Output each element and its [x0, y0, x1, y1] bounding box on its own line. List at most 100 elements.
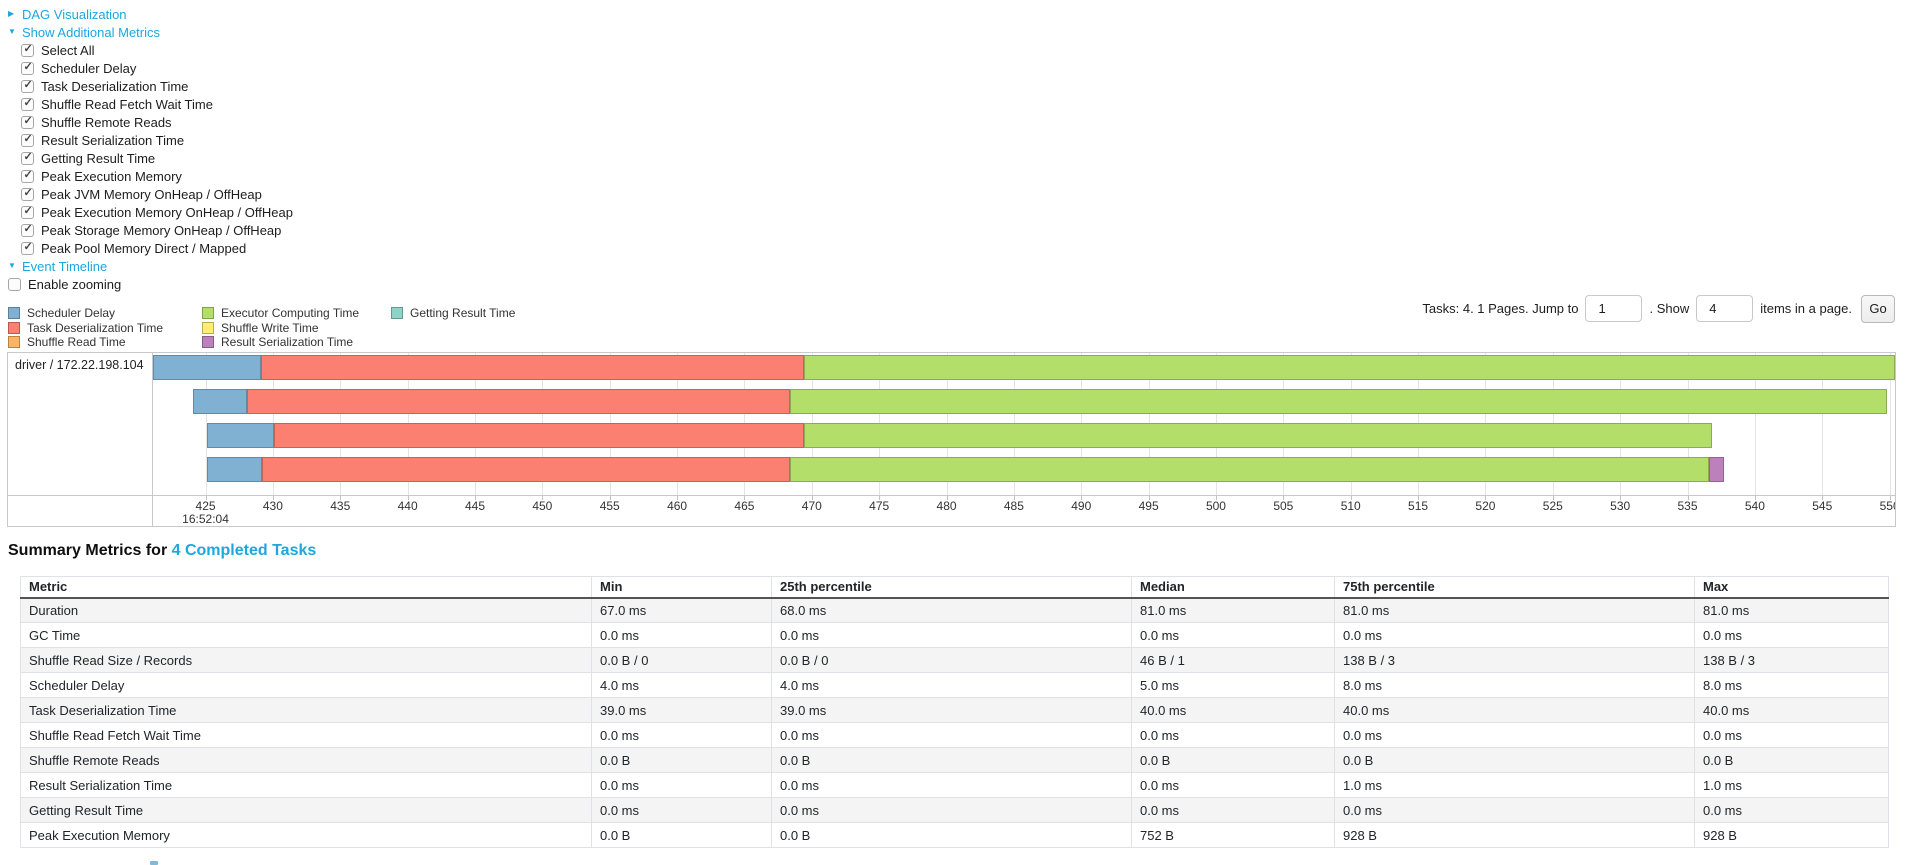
- value-cell: 68.0 ms: [771, 597, 1132, 623]
- enable-zooming-label: Enable zooming: [28, 276, 122, 292]
- value-cell: 4.0 ms: [591, 672, 772, 698]
- axis-tick-label: 520: [1475, 499, 1496, 513]
- table-row: Shuffle Remote Reads 0.0 B 0.0 B 0.0 B 0.0 B…: [20, 747, 1889, 773]
- completed-tasks-link[interactable]: 4 Completed Tasks: [171, 542, 317, 559]
- timeline-bar-segment[interactable]: [790, 389, 1887, 414]
- grid-line: [1822, 353, 1824, 495]
- timeline-bar-segment[interactable]: [193, 389, 248, 414]
- value-cell: 40.0 ms: [1334, 697, 1695, 723]
- dag-visualization-toggle[interactable]: ▶ DAG Visualization: [8, 5, 293, 23]
- metric-cell: Peak Execution Memory: [20, 822, 592, 848]
- metric-cell: Shuffle Read Size / Records: [20, 647, 592, 673]
- value-cell: 39.0 ms: [771, 697, 1132, 723]
- items-per-page-input[interactable]: [1696, 295, 1754, 322]
- timeline-bar-segment[interactable]: [206, 423, 275, 448]
- grid-line: [1889, 353, 1891, 495]
- timeline-plot-area: [153, 353, 1895, 495]
- axis-tick: [609, 496, 611, 500]
- timeline-bar-segment[interactable]: [262, 457, 791, 482]
- timeline-bar-segment[interactable]: [1709, 457, 1724, 482]
- event-timeline-toggle[interactable]: ▼ Event Timeline: [8, 257, 293, 275]
- metric-checkbox[interactable]: [21, 132, 34, 147]
- timeline-bar-segment[interactable]: [153, 355, 261, 380]
- go-button[interactable]: Go: [1861, 294, 1895, 323]
- axis-tick: [1822, 496, 1824, 500]
- metric-checkbox[interactable]: [21, 222, 34, 237]
- metric-checkbox[interactable]: [21, 240, 34, 255]
- metric-checkbox[interactable]: [21, 114, 34, 129]
- axis-tick: [1350, 496, 1352, 500]
- metric-checkbox[interactable]: [21, 42, 34, 57]
- axis-tick-label: 475: [869, 499, 890, 513]
- timeline-bar-segment[interactable]: [803, 355, 1895, 380]
- axis-time-sublabel: 16:52:04: [182, 512, 229, 526]
- value-cell: 81.0 ms: [1694, 597, 1889, 623]
- show-additional-metrics-toggle[interactable]: ▼ Show Additional Metrics: [8, 23, 293, 41]
- axis-tick: [946, 496, 948, 500]
- value-cell: 8.0 ms: [1334, 672, 1695, 698]
- legend-label: Getting Result Time: [410, 306, 516, 321]
- summary-metrics-table: Metric Min 25th percentile Median 75th perce…: [20, 576, 1889, 848]
- value-cell: 752 B: [1131, 822, 1335, 848]
- timeline-bar-segment[interactable]: [803, 423, 1712, 448]
- metric-checkbox[interactable]: [21, 168, 34, 183]
- legend-swatch-icon: [202, 321, 214, 334]
- metric-cell: Getting Result Time: [20, 797, 592, 823]
- metric-checkbox-label: Peak JVM Memory OnHeap / OffHeap: [41, 186, 262, 202]
- axis-tick-label: 530: [1610, 499, 1631, 513]
- value-cell: 40.0 ms: [1694, 697, 1889, 723]
- axis-tick: [744, 496, 746, 500]
- enable-zooming-checkbox[interactable]: [8, 277, 21, 291]
- metric-checkbox-list: Select All Scheduler Delay Task Deserializ…: [8, 41, 293, 257]
- collapsible-controls: ▶ DAG Visualization ▼ Show Additional Me…: [8, 5, 293, 293]
- legend-swatch-icon: [391, 307, 403, 320]
- timeline-bar-segment[interactable]: [274, 423, 804, 448]
- event-timeline-label: Event Timeline: [22, 258, 108, 274]
- table-header-cell: Max: [1694, 576, 1889, 599]
- value-cell: 0.0 ms: [1131, 772, 1335, 798]
- metric-checkbox-label: Peak Execution Memory OnHeap / OffHeap: [41, 204, 293, 220]
- metric-checkbox[interactable]: [21, 78, 34, 93]
- value-cell: 138 B / 3: [1334, 647, 1695, 673]
- axis-tick-label: 535: [1677, 499, 1698, 513]
- value-cell: 1.0 ms: [1694, 772, 1889, 798]
- metric-checkbox[interactable]: [21, 60, 34, 75]
- value-cell: 0.0 B: [1131, 747, 1335, 773]
- value-cell: 0.0 B / 0: [591, 647, 772, 673]
- timeline-bar-segment[interactable]: [247, 389, 791, 414]
- value-cell: 0.0 ms: [1131, 622, 1335, 648]
- metric-checkbox[interactable]: [21, 204, 34, 219]
- table-header-cell: Metric: [20, 576, 592, 599]
- caret-down-icon: ▼: [8, 27, 16, 36]
- value-cell: 0.0 ms: [591, 622, 772, 648]
- timeline-bar-segment[interactable]: [260, 355, 804, 380]
- axis-tick-label: 445: [464, 499, 485, 513]
- table-header-cell: Min: [591, 576, 772, 599]
- metric-checkbox[interactable]: [21, 96, 34, 111]
- jump-to-page-input[interactable]: [1585, 295, 1643, 322]
- value-cell: 0.0 ms: [1334, 722, 1695, 748]
- axis-tick-label: 545: [1812, 499, 1833, 513]
- timeline-body: driver / 172.22.198.104: [8, 353, 1895, 495]
- value-cell: 0.0 ms: [771, 722, 1132, 748]
- show-text: . Show: [1649, 301, 1690, 316]
- value-cell: 8.0 ms: [1694, 672, 1889, 698]
- metric-checkbox[interactable]: [21, 150, 34, 165]
- metric-checkbox-label: Select All: [41, 42, 95, 58]
- metric-checkbox-label: Peak Pool Memory Direct / Mapped: [41, 240, 247, 256]
- metric-checkbox-row: Peak Execution Memory OnHeap / OffHeap: [21, 203, 293, 221]
- timeline-bar-segment[interactable]: [790, 457, 1710, 482]
- tasks-pages-text: Tasks: 4. 1 Pages. Jump to: [1422, 301, 1579, 316]
- axis-tick-label: 550: [1879, 499, 1895, 513]
- value-cell: 0.0 ms: [591, 797, 772, 823]
- legend-label: Result Serialization Time: [221, 335, 354, 350]
- axis-tick-label: 430: [262, 499, 283, 513]
- value-cell: 39.0 ms: [591, 697, 772, 723]
- legend-item: Executor Computing Time: [202, 306, 359, 321]
- metric-checkbox[interactable]: [21, 186, 34, 201]
- value-cell: 1.0 ms: [1334, 772, 1695, 798]
- items-in-page-text: items in a page.: [1760, 301, 1852, 316]
- timeline-bar-segment[interactable]: [206, 457, 263, 482]
- value-cell: 0.0 ms: [1131, 797, 1335, 823]
